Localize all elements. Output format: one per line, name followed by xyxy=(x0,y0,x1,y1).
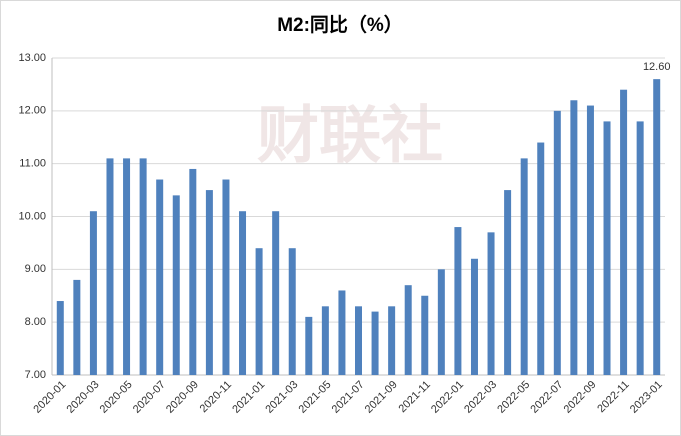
y-tick-label: 7.00 xyxy=(25,369,46,381)
bar xyxy=(89,211,97,375)
bar xyxy=(239,211,247,375)
bar xyxy=(553,110,561,375)
bar xyxy=(603,121,611,376)
bar xyxy=(321,306,329,375)
bar xyxy=(255,248,263,375)
bar xyxy=(404,285,412,375)
bar xyxy=(156,179,164,375)
bar xyxy=(56,301,64,375)
bar xyxy=(305,316,313,375)
y-tick-label: 8.00 xyxy=(25,316,46,328)
y-tick-label: 13.00 xyxy=(18,52,46,64)
bar xyxy=(520,158,528,375)
bar xyxy=(123,158,131,375)
bar xyxy=(189,168,197,375)
bar xyxy=(487,232,495,375)
bar xyxy=(222,179,230,375)
bar xyxy=(653,79,661,375)
chart-title: M2:同比（%） xyxy=(277,13,403,36)
bar xyxy=(586,105,594,376)
bar xyxy=(73,279,81,375)
bar xyxy=(504,190,512,375)
bar xyxy=(355,306,362,375)
bar xyxy=(421,295,429,375)
y-tick-label: 11.00 xyxy=(19,158,46,170)
bar xyxy=(272,211,280,375)
bar xyxy=(106,158,114,375)
bar xyxy=(537,142,545,375)
bar xyxy=(172,195,180,375)
bar xyxy=(139,158,147,375)
bar xyxy=(636,121,644,376)
bar xyxy=(620,89,628,375)
bar xyxy=(570,100,578,376)
bar xyxy=(437,269,445,375)
y-tick-label: 9.00 xyxy=(25,263,46,275)
bar xyxy=(371,311,379,375)
bar xyxy=(288,248,296,375)
watermark: 财联社 xyxy=(257,101,443,170)
bar xyxy=(205,190,213,375)
bar xyxy=(470,258,478,375)
bar xyxy=(454,227,462,375)
bar xyxy=(388,306,396,375)
y-tick-label: 10.00 xyxy=(18,210,46,222)
data-label: 12.60 xyxy=(643,61,671,73)
bar xyxy=(338,290,346,375)
y-tick-label: 12.00 xyxy=(18,105,46,117)
